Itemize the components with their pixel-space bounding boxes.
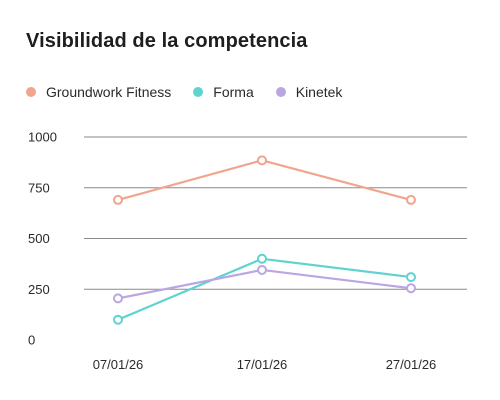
legend-swatch-kinetek: [275, 87, 286, 97]
data-point-groundwork-fitness: [406, 194, 416, 205]
series-forma: [113, 253, 416, 325]
data-point-forma: [113, 314, 123, 325]
y-tick-label: 500: [28, 231, 50, 246]
legend-swatch-groundwork-fitness: [26, 87, 36, 97]
x-axis-labels: 07/01/26 17/01/26 27/01/26: [93, 357, 437, 372]
x-tick-label: 07/01/26: [93, 357, 144, 372]
series-groundwork-fitness: [113, 155, 416, 205]
y-grid: 0 250 500 750 1000: [28, 130, 467, 348]
data-point-groundwork-fitness: [113, 194, 123, 205]
y-tick-label: 0: [28, 333, 35, 348]
chart-legend: Groundwork Fitness Forma Kinetek: [26, 84, 342, 100]
data-point-groundwork-fitness: [257, 155, 267, 166]
legend-label-groundwork-fitness: Groundwork Fitness: [46, 84, 172, 100]
legend-item-groundwork-fitness[interactable]: Groundwork Fitness: [26, 84, 171, 100]
y-tick-label: 250: [28, 282, 50, 297]
legend-label-kinetek: Kinetek: [295, 84, 343, 100]
data-point-forma: [406, 272, 416, 283]
data-point-forma: [257, 253, 267, 264]
legend-swatch-forma: [193, 87, 204, 97]
legend-item-forma[interactable]: Forma: [193, 84, 254, 100]
legend-item-kinetek[interactable]: Kinetek: [275, 84, 343, 100]
legend-label-forma: Forma: [213, 84, 254, 100]
x-tick-label: 27/01/26: [386, 357, 437, 372]
series-kinetek: [113, 264, 416, 304]
series-line-groundwork-fitness: [116, 159, 413, 202]
data-point-kinetek: [113, 293, 123, 304]
data-point-kinetek: [406, 283, 416, 294]
data-point-kinetek: [257, 264, 267, 275]
chart-title: Visibilidad de la competencia: [26, 30, 308, 52]
x-tick-label: 17/01/26: [237, 357, 288, 372]
y-tick-label: 750: [28, 180, 50, 195]
y-tick-label: 1000: [28, 130, 57, 145]
